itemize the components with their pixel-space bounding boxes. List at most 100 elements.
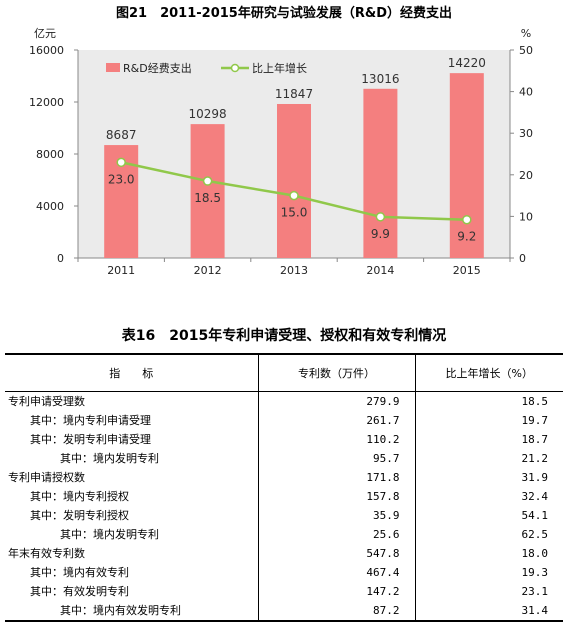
table-row: 其中：境内发明专利 25.6 62.5 [5, 525, 563, 544]
legend: R&D经费支出 比上年增长 [106, 61, 307, 75]
rd-expenditure-chart: 图21 2011-2015年研究与试验发展（R&D）经费支出 亿元 % 0400… [29, 5, 533, 277]
patent-count: 279.9 [257, 391, 415, 411]
bar-series: 8687 10298 11847 13016 14220 [104, 56, 486, 259]
patent-count: 171.8 [257, 468, 415, 487]
legend-line-marker [230, 63, 240, 73]
growth-rate: 18.0 [414, 544, 563, 563]
row-label: 其中：境内发明专利 [60, 452, 159, 465]
y-right-tick-label: 40 [519, 86, 533, 99]
growth-rate: 18.7 [414, 430, 563, 449]
bar-2015 [449, 73, 484, 258]
x-tick-label: 2011 [107, 264, 135, 277]
table-row: 其中：境内专利申请受理 261.7 19.7 [5, 411, 563, 430]
table-body: 专利申请受理数 279.9 18.5 其中：境内专利申请受理 261.7 19.… [5, 391, 563, 622]
patent-count: 157.8 [257, 487, 415, 506]
row-label: 专利申请受理数 [8, 395, 85, 408]
patent-count: 87.2 [257, 601, 415, 622]
row-label: 其中：境内专利授权 [30, 490, 129, 503]
growth-rate: 31.4 [414, 601, 563, 622]
table-row: 专利申请受理数 279.9 18.5 [5, 391, 563, 411]
patent-count: 35.9 [257, 506, 415, 525]
patent-count: 547.8 [257, 544, 415, 563]
y-right-tick-label: 30 [519, 127, 533, 140]
line-series: 23.0 18.5 15.0 9.9 9.2 [108, 157, 476, 244]
bar-2014 [363, 88, 398, 259]
y-right-axis-title: % [521, 27, 531, 40]
patent-count: 147.2 [257, 582, 415, 601]
y-right-tick-label: 20 [519, 169, 533, 182]
patent-count: 95.7 [257, 449, 415, 468]
table-title: 表16 2015年专利申请受理、授权和有效专利情况 [121, 328, 447, 344]
growth-value-label: 9.9 [371, 227, 390, 241]
row-label: 其中：境内发明专利 [60, 528, 159, 541]
table-row: 其中：有效发明专利 147.2 23.1 [5, 582, 563, 601]
row-label: 其中：发明专利授权 [30, 509, 129, 522]
table-row: 其中：境内专利授权 157.8 32.4 [5, 487, 563, 506]
growth-rate: 31.9 [414, 468, 563, 487]
bar-value-label: 13016 [361, 72, 399, 86]
legend-bar-label: R&D经费支出 [123, 61, 192, 75]
row-label: 其中：境内有效专利 [30, 566, 129, 579]
patent-count: 25.6 [257, 525, 415, 544]
legend-bar-swatch [106, 63, 120, 72]
growth-marker-2011 [116, 157, 126, 168]
table-row: 专利申请授权数 171.8 31.9 [5, 468, 563, 487]
growth-rate: 21.2 [414, 449, 563, 468]
row-label: 专利申请授权数 [8, 471, 85, 484]
x-tick-label: 2015 [453, 264, 481, 277]
table-row: 其中：发明专利授权 35.9 54.1 [5, 506, 563, 525]
growth-rate: 54.1 [414, 506, 563, 525]
patent-count: 467.4 [257, 563, 415, 582]
table-row: 其中：境内有效专利 467.4 19.3 [5, 563, 563, 582]
row-label: 其中：发明专利申请受理 [30, 433, 151, 446]
x-tick-label: 2013 [280, 264, 308, 277]
header-indicator: 指 标 [5, 353, 258, 392]
chart-title: 图21 2011-2015年研究与试验发展（R&D）经费支出 [116, 5, 452, 21]
growth-rate: 19.7 [414, 411, 563, 430]
header-patent-count: 专利数（万件） [257, 353, 415, 392]
x-tick-label: 2012 [194, 264, 222, 277]
growth-rate: 18.5 [414, 391, 563, 411]
y-left-tick-label: 0 [57, 252, 64, 265]
growth-value-label: 23.0 [108, 172, 135, 186]
header-growth: 比上年增长（%） [414, 353, 563, 392]
patent-count: 110.2 [257, 430, 415, 449]
growth-marker-2013 [289, 190, 299, 201]
growth-marker-2015 [462, 214, 472, 225]
table-row: 年末有效专利数 547.8 18.0 [5, 544, 563, 563]
legend-line-label: 比上年增长 [252, 61, 307, 75]
patent-table: 指 标 专利数（万件） 比上年增长（%） 专利申请受理数 279.9 18.5 … [5, 353, 563, 622]
growth-rate: 19.3 [414, 563, 563, 582]
bar-2012 [190, 124, 225, 258]
bar-value-label: 11847 [275, 87, 313, 101]
table-row: 其中：发明专利申请受理 110.2 18.7 [5, 430, 563, 449]
y-right-tick-label: 10 [519, 210, 533, 223]
bar-value-label: 10298 [189, 107, 227, 121]
row-label: 年末有效专利数 [8, 547, 85, 560]
growth-marker-2012 [202, 176, 213, 186]
y-left-tick-label: 4000 [36, 200, 64, 213]
y-right-tick-label: 0 [519, 252, 526, 265]
y-left-tick-label: 16000 [29, 44, 64, 57]
bar-value-label: 8687 [106, 128, 137, 142]
axes: 0 4000 8000 12000 16000 0 10 20 30 40 50 2011 2012 20… [29, 44, 533, 277]
row-label: 其中：境内有效发明专利 [5, 601, 258, 622]
table-head: 指 标 专利数（万件） 比上年增长（%） [5, 353, 563, 392]
row-label: 其中：境内专利申请受理 [30, 414, 151, 427]
growth-value-label: 9.2 [457, 230, 476, 244]
y-left-axis-title: 亿元 [34, 27, 56, 40]
bar-value-label: 14220 [448, 56, 486, 70]
x-tick-label: 2014 [366, 264, 394, 277]
table-row: 其中：境内有效发明专利 87.2 31.4 [5, 601, 563, 622]
table-header-row: 指 标 专利数（万件） 比上年增长（%） [5, 353, 563, 392]
y-left-tick-label: 8000 [36, 148, 64, 161]
row-label: 其中：有效发明专利 [30, 585, 129, 598]
growth-value-label: 15.0 [281, 206, 308, 220]
y-right-tick-label: 50 [519, 44, 533, 57]
y-left-tick-label: 12000 [29, 96, 64, 109]
growth-rate: 62.5 [414, 525, 563, 544]
bar-2013 [277, 103, 311, 258]
growth-value-label: 18.5 [194, 191, 221, 205]
growth-marker-2014 [375, 212, 386, 222]
